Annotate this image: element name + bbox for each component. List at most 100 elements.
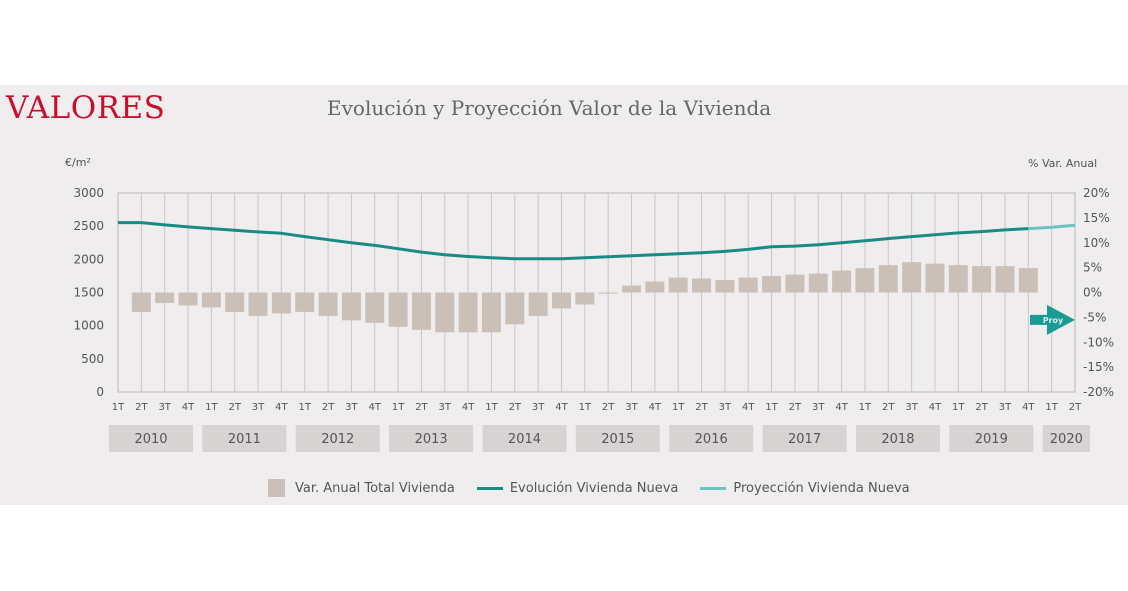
projection-line (1028, 223, 1076, 231)
y-left-tick-label: 3000 (73, 186, 104, 200)
bar (972, 266, 992, 293)
year-box (295, 425, 380, 452)
x-quarter-label: 3T (158, 402, 171, 413)
x-quarter-label: 4T (742, 402, 755, 413)
x-quarter-label: 1T (672, 402, 685, 413)
projection-arrow-label: Proy (1043, 316, 1064, 325)
bar (411, 292, 431, 330)
year-label: 2019 (975, 432, 1008, 447)
x-quarter-label: 2T (789, 402, 802, 413)
bar (505, 292, 525, 325)
chart-title: Evolución y Proyección Valor de la Vivie… (327, 96, 772, 120)
x-quarter-label: 1T (859, 402, 872, 413)
y-right-tick-label: 20% (1083, 186, 1110, 200)
year-box (855, 425, 940, 452)
bar (341, 292, 361, 321)
year-box (482, 425, 567, 452)
bar (248, 292, 268, 316)
projection-arrow-icon (1030, 304, 1075, 335)
x-quarter-label: 3T (345, 402, 358, 413)
x-quarter-label: 1T (205, 402, 218, 413)
year-label: 2013 (415, 432, 448, 447)
bar (131, 292, 151, 312)
x-quarter-label: 4T (462, 402, 475, 413)
y-left-tick-label: 0 (96, 385, 104, 399)
x-quarter-label: 2T (1069, 402, 1082, 413)
plot-frame (117, 192, 1076, 393)
bar (785, 274, 805, 293)
year-box (762, 425, 847, 452)
x-quarter-label: 1T (112, 402, 125, 413)
bar (832, 270, 852, 293)
bar (528, 292, 548, 316)
right-axis-label: % Var. Anual (1028, 157, 1098, 170)
bar (178, 292, 198, 306)
y-left-tick-label: 2500 (73, 219, 104, 233)
y-right-tick-label: -15% (1083, 360, 1114, 374)
bar (365, 292, 385, 323)
bar (738, 277, 758, 293)
y-right-tick-label: 15% (1083, 211, 1110, 225)
x-quarter-label: 3T (439, 402, 452, 413)
bar (388, 292, 408, 327)
x-quarter-label: 3T (999, 402, 1012, 413)
x-quarter-label: 3T (532, 402, 545, 413)
x-quarter-label: 1T (298, 402, 311, 413)
legend-item-bars: Var. Anual Total Vivienda (268, 479, 455, 497)
x-quarter-label: 1T (485, 402, 498, 413)
year-box (669, 425, 754, 452)
x-quarter-label: 4T (182, 402, 195, 413)
left-axis-label: €/m² (65, 156, 91, 169)
year-label: 2012 (321, 432, 354, 447)
x-quarter-label: 3T (252, 402, 265, 413)
year-label: 2016 (695, 432, 728, 447)
x-quarter-label: 2T (228, 402, 241, 413)
bar (575, 292, 595, 305)
x-quarter-label: 1T (765, 402, 778, 413)
year-label: 2018 (881, 432, 914, 447)
bar (948, 265, 968, 293)
y-left-tick-label: 1500 (73, 286, 104, 300)
legend-swatch-bars (268, 479, 285, 497)
bar (692, 278, 712, 293)
x-quarter-label: 4T (1022, 402, 1035, 413)
bar (995, 266, 1015, 293)
x-quarter-label: 4T (275, 402, 288, 413)
bar (645, 281, 665, 293)
x-quarter-label: 2T (415, 402, 428, 413)
legend-item-evolution: Evolución Vivienda Nueva (476, 481, 678, 496)
y-left-tick-label: 500 (81, 352, 104, 366)
bar (762, 276, 782, 293)
year-label: 2011 (228, 432, 261, 447)
year-label: 2014 (508, 432, 541, 447)
evolution-line (118, 221, 1029, 261)
bar (878, 265, 898, 293)
legend-swatch-evolution (476, 486, 503, 490)
year-box (389, 425, 474, 452)
x-quarter-label: 4T (369, 402, 382, 413)
bar (715, 280, 735, 293)
x-quarter-label: 3T (812, 402, 825, 413)
x-quarter-label: 1T (392, 402, 405, 413)
legend-swatch-projection (700, 486, 727, 490)
bar (295, 292, 315, 312)
bar (808, 273, 828, 293)
legend-item-projection: Proyección Vivienda Nueva (700, 481, 910, 496)
bar (622, 285, 642, 293)
year-label: 2010 (134, 432, 167, 447)
y-right-tick-label: -20% (1083, 385, 1114, 399)
bar (458, 292, 478, 333)
bar (435, 292, 455, 333)
x-quarter-label: 4T (649, 402, 662, 413)
y-right-tick-label: -10% (1083, 335, 1114, 349)
year-box (575, 425, 660, 452)
x-quarter-label: 4T (929, 402, 942, 413)
legend: Var. Anual Total Vivienda Evolución Vivi… (268, 479, 932, 497)
x-quarter-label: 2T (975, 402, 988, 413)
y-right-tick-label: 10% (1083, 236, 1110, 250)
x-quarter-label: 3T (625, 402, 638, 413)
y-left-tick-label: 2000 (73, 252, 104, 266)
x-quarter-label: 2T (509, 402, 522, 413)
bar (925, 263, 945, 293)
